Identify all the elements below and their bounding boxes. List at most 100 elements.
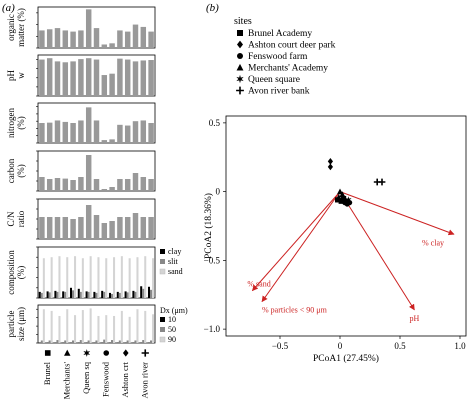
composition-bar-slit (95, 292, 98, 298)
composition-bar-slit (134, 291, 137, 298)
carbon-bar (93, 179, 100, 191)
pcoa-xtick-label: −0.5 (272, 341, 289, 351)
composition-bar-sand (152, 258, 155, 298)
pcoa-ylabel: PCoA2 (18.36%) (203, 193, 214, 259)
cn-ratio-ylabel: ratio (16, 210, 26, 227)
particle-size-bar-90 (58, 315, 61, 343)
pcoa-legend-label: Avon river bank (248, 87, 310, 97)
organic-matter-bar (62, 30, 69, 48)
composition-bar-sand (128, 258, 131, 298)
composition-bar-clay (147, 286, 151, 298)
carbon-bar (39, 177, 45, 191)
panel-nitrogen: nitrogen (%) (6, 102, 156, 144)
pcoa-ytick-label: −0.5 (204, 255, 221, 265)
organic-matter-ylabel: organic (6, 14, 16, 41)
site-marker-circle-icon (103, 350, 110, 356)
ph-bar (46, 58, 53, 96)
particle-size-bar-90 (152, 314, 155, 343)
composition-bar-sand (89, 256, 92, 298)
composition-bar-clay (108, 292, 112, 298)
pcoa-point-square (335, 197, 341, 203)
composition-bar-slit (111, 293, 114, 298)
composition-bar-clay (124, 291, 127, 298)
organic-matter-ylabel: matter (%) (16, 8, 26, 47)
pcoa-point-plus (378, 178, 386, 186)
ph-bar (109, 73, 115, 96)
ph-bar (93, 59, 100, 96)
cn-ratio-bar (124, 217, 131, 239)
nitrogen-bar (132, 121, 139, 143)
cn-ratio-bar (109, 221, 115, 239)
composition-legend-swatch (160, 249, 165, 254)
particle-size-bar-90 (120, 310, 123, 343)
ph-bar (78, 59, 84, 96)
ph-bar (62, 62, 69, 96)
ph-ylabel: pH (6, 70, 16, 82)
pcoa-legend-label: Brunel Academy (248, 29, 312, 39)
organic-matter-bar (148, 31, 154, 48)
carbon-bar (124, 179, 131, 191)
nitrogen-ylabel: (%) (16, 116, 26, 130)
organic-matter-bar (46, 29, 53, 48)
particle-size-bar-50 (56, 340, 59, 343)
pcoa-point-triangle (337, 188, 343, 195)
site-marker-diamond-icon (122, 349, 129, 357)
pcoa-ytick-label: 0.5 (209, 118, 221, 128)
ph-bar (132, 61, 139, 96)
organic-matter-bar (124, 31, 131, 48)
particle-size-bar-50 (134, 340, 137, 343)
composition-ylabel: composition (6, 250, 16, 295)
ph-bar (148, 60, 154, 96)
composition-bar-slit (72, 290, 75, 298)
particle-size-legend-swatch (160, 327, 165, 332)
panel-a-label: (a) (2, 2, 15, 14)
composition-bar-sand (105, 258, 108, 298)
particle-size-bar-50 (142, 340, 145, 343)
particle-size-bar-50 (150, 340, 153, 343)
site-marker-plus-icon (141, 349, 149, 357)
carbon-bar (62, 178, 69, 191)
cn-ratio-bar (101, 223, 108, 239)
pcoa-arrow-label: % particles < 90 μm (262, 306, 328, 315)
cn-ratio-bar (70, 219, 76, 239)
composition-bar-slit (48, 292, 51, 298)
composition-bar-slit (79, 291, 82, 298)
composition-bar-sand (81, 258, 84, 298)
nitrogen-bar (85, 107, 92, 143)
pcoa-legend-label: Ashton court deer park (248, 41, 336, 51)
composition-bar-slit (40, 292, 43, 298)
pcoa-arrow-label: pH (410, 314, 420, 323)
organic-matter-bar (70, 31, 76, 48)
particle-size-bar-90 (97, 315, 100, 343)
particle-size-bar-50 (64, 340, 67, 343)
composition-bar-sand (113, 257, 116, 298)
composition-bar-slit (56, 291, 59, 298)
carbon-bar (46, 179, 53, 191)
organic-matter-bar (93, 28, 100, 48)
cn-ratio-bar (46, 217, 53, 239)
carbon-ylabel: carbon (6, 158, 16, 183)
site-label: Avon river (139, 362, 149, 399)
pcoa-point-star (345, 196, 352, 204)
carbon-bar (54, 178, 61, 191)
ph-bar (117, 58, 123, 96)
composition-bar-sand (50, 257, 53, 298)
panel-ph: pH w (6, 54, 156, 97)
legend-diamond-icon (237, 40, 243, 49)
pcoa-xtick-label: 0.5 (394, 341, 406, 351)
composition-bar-sand (144, 256, 147, 298)
ph-bar (101, 75, 108, 96)
panel-cn-ratio: C/N ratio (6, 198, 156, 240)
particle-size-bar-90 (50, 310, 53, 343)
ph-bar (54, 61, 61, 96)
nitrogen-bar (46, 122, 53, 143)
pcoa-point-triangle (339, 191, 346, 197)
legend-star-icon (236, 74, 244, 84)
particle-size-bar-90 (89, 308, 92, 343)
particle-size-bar-90 (74, 315, 77, 343)
particle-size-legend-title: Dx (μm) (160, 306, 188, 315)
composition-legend-label: clay (168, 247, 181, 256)
composition-bar-sand (136, 257, 139, 298)
site-label: Fenswood (100, 361, 110, 397)
particle-size-legend-swatch (160, 317, 165, 322)
